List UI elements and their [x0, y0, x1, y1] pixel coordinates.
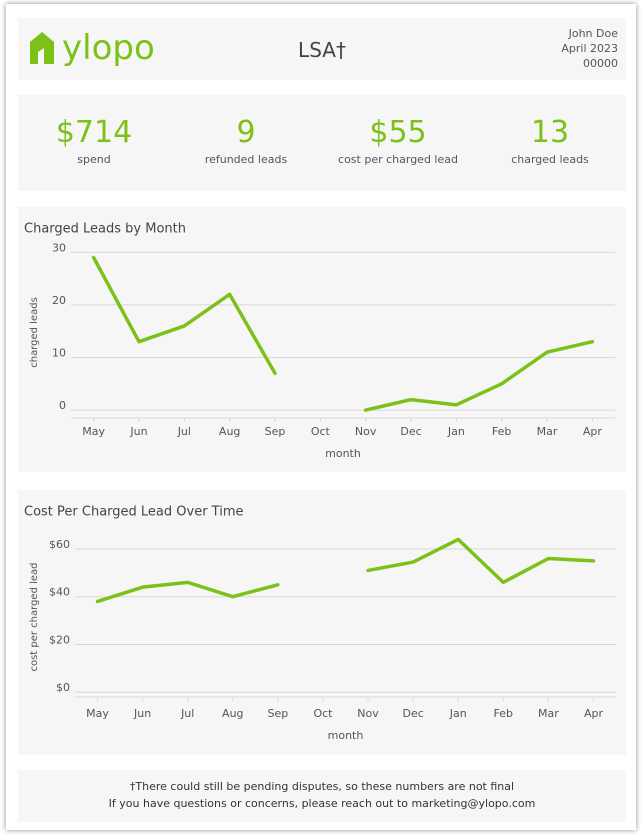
x-tick-label: May	[86, 707, 109, 720]
x-tick-label: Aug	[219, 425, 240, 438]
y-tick-label: $0	[56, 681, 70, 694]
y-tick-label: 10	[52, 346, 66, 359]
x-tick-label: Apr	[583, 425, 603, 438]
x-tick-label: Feb	[494, 707, 513, 720]
x-tick-label: Nov	[357, 707, 379, 720]
x-tick-label: Mar	[537, 425, 558, 438]
kpi-label: spend	[77, 153, 111, 166]
x-tick-label: Sep	[265, 425, 286, 438]
x-tick-label: Oct	[313, 707, 333, 720]
kpi-value: 13	[530, 115, 570, 150]
logo: ylopo	[28, 30, 155, 66]
x-tick-label: Jul	[180, 707, 194, 720]
y-tick-label: 0	[59, 399, 66, 412]
x-tick-label: Feb	[492, 425, 511, 438]
kpi: 9 refunded leads	[170, 95, 322, 191]
kpi-value: 9	[236, 115, 256, 150]
x-tick-label: Jun	[133, 707, 151, 720]
account-id: 00000	[583, 57, 618, 70]
report-date: April 2023	[561, 42, 618, 55]
kpi-label: cost per charged lead	[338, 153, 458, 166]
kpi-row: $714 spend 9 refunded leads $55 cost per char…	[18, 95, 626, 191]
x-tick-label: Jan	[447, 425, 465, 438]
x-axis-label: month	[328, 729, 364, 742]
chart-title: Cost Per Charged Lead Over Time	[24, 505, 244, 520]
user-name: John Doe	[568, 27, 618, 40]
x-axis-label: month	[325, 447, 361, 460]
x-tick-label: Nov	[355, 425, 377, 438]
logo-icon	[30, 32, 54, 64]
account-info: John Doe April 2023 00000	[561, 26, 618, 71]
chart-panel: Cost Per Charged Lead Over Time cost per …	[18, 490, 626, 755]
kpi: $55 cost per charged lead	[322, 95, 474, 191]
x-tick-label: Jun	[129, 425, 147, 438]
y-axis-label: cost per charged lead	[29, 562, 40, 671]
x-tick-label: Dec	[402, 707, 423, 720]
y-axis-label: charged leads	[29, 297, 40, 368]
x-tick-label: May	[82, 425, 105, 438]
kpi: $714 spend	[18, 95, 170, 191]
x-tick-label: Jul	[177, 425, 191, 438]
report-page: ylopo LSA† John Doe April 2023 00000 $71…	[6, 4, 636, 830]
x-tick-label: Sep	[268, 707, 289, 720]
x-tick-label: Aug	[222, 707, 243, 720]
footer-contact: If you have questions or concerns, pleas…	[108, 797, 536, 810]
y-tick-label: $60	[49, 538, 70, 551]
x-tick-label: Oct	[311, 425, 331, 438]
header: ylopo LSA† John Doe April 2023 00000	[18, 18, 626, 80]
x-tick-label: Jan	[449, 707, 467, 720]
x-tick-label: Mar	[538, 707, 559, 720]
x-tick-label: Apr	[584, 707, 604, 720]
chart: Cost Per Charged Lead Over Time cost per …	[24, 505, 616, 742]
chart-title: Charged Leads by Month	[24, 222, 186, 237]
logo-text: ylopo	[62, 28, 155, 68]
kpi-label: charged leads	[511, 153, 589, 166]
y-tick-label: $20	[49, 633, 70, 646]
kpi-value: $55	[369, 115, 427, 150]
chart-panel: Charged Leads by Month charged leads month…	[18, 207, 626, 472]
chart: Charged Leads by Month charged leads month…	[24, 222, 615, 460]
x-tick-label: Dec	[400, 425, 421, 438]
kpi-label: refunded leads	[204, 153, 288, 166]
kpi-value: $714	[55, 115, 133, 150]
footer-note: †There could still be pending disputes, …	[129, 780, 515, 793]
kpi: 13 charged leads	[474, 95, 626, 191]
y-tick-label: 30	[52, 241, 66, 254]
footer: †There could still be pending disputes, …	[18, 770, 626, 822]
y-tick-label: $40	[49, 586, 70, 599]
report-title: LSA†	[298, 38, 346, 62]
data-line	[91, 255, 595, 412]
y-tick-label: 20	[52, 294, 66, 307]
data-line	[95, 537, 596, 604]
